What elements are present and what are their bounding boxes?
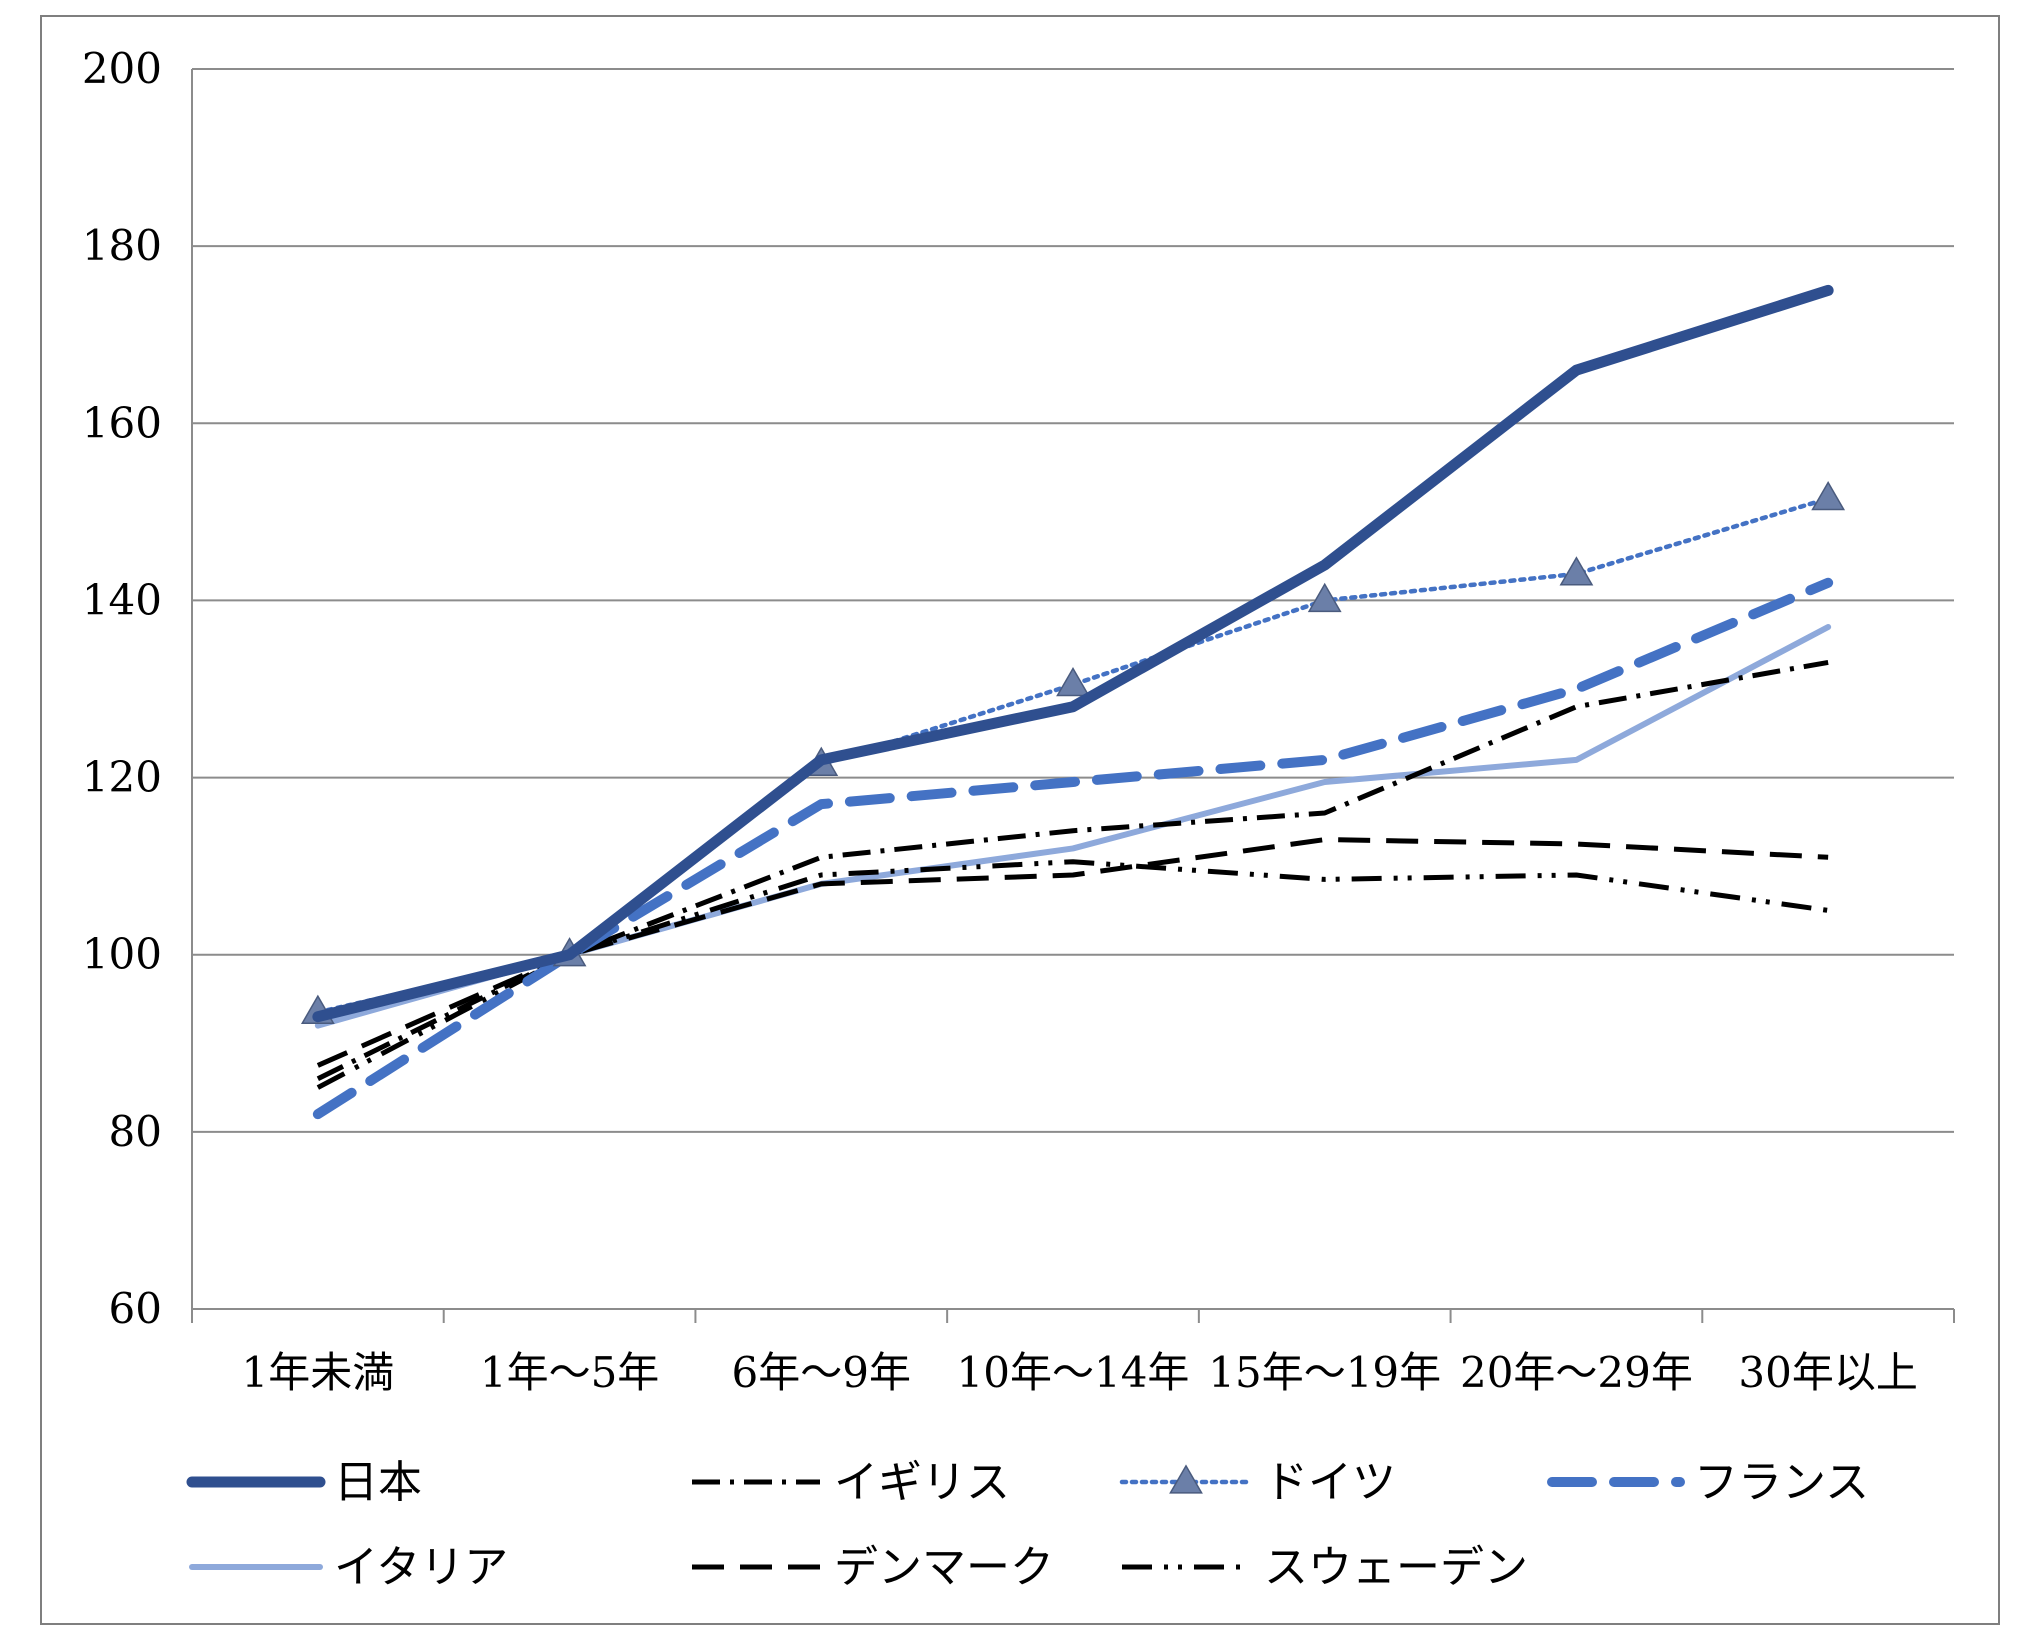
- series-line-フランス: [312, 577, 1834, 1120]
- data-point-ドイツ: [1811, 480, 1846, 511]
- legend-label: ドイツ: [1264, 1457, 1396, 1508]
- y-axis-ticks: 60 80 100 120 140 160 180 200: [82, 44, 162, 1333]
- y-tick-label: 200: [82, 44, 162, 93]
- y-tick-label: 180: [82, 221, 162, 270]
- legend-item-日本: 日本: [186, 1457, 422, 1508]
- x-tick-label: 15年～19年: [1208, 1348, 1441, 1397]
- axes: [191, 69, 1955, 1323]
- y-tick-label: 80: [109, 1107, 162, 1156]
- y-tick-label: 100: [82, 930, 162, 979]
- x-axis-ticks: 1年未満 1年～5年 6年～9年 10年～14年 15年～19年 20年～29年 30年以上: [241, 1348, 1917, 1397]
- y-tick-label: 60: [109, 1284, 162, 1333]
- legend-item-スウェーデン: スウェーデン: [1122, 1542, 1528, 1593]
- legend-item-イギリス: イギリス: [692, 1457, 1010, 1508]
- legend-label: イタリア: [334, 1542, 508, 1593]
- chart-frame: 60 80 100 120 140 160 180 200 1年未満 1年～5年 6年～9年 10年…: [40, 15, 2000, 1625]
- series-line-デンマーク: [316, 837, 1829, 1068]
- x-tick-label: 6年～9年: [732, 1348, 911, 1397]
- series-line-イギリス: [316, 659, 1829, 1081]
- x-tick-label: 1年～5年: [480, 1348, 659, 1397]
- y-tick-label: 160: [82, 398, 162, 447]
- legend-label: イギリス: [834, 1457, 1010, 1508]
- x-tick-label: 10年～14年: [957, 1348, 1190, 1397]
- legend-label: 日本: [334, 1457, 422, 1508]
- legend-item-デンマーク: デンマーク: [692, 1542, 1054, 1593]
- legend-label: スウェーデン: [1264, 1542, 1528, 1593]
- legend-label: フランス: [1694, 1457, 1869, 1508]
- y-tick-label: 140: [82, 575, 162, 624]
- series-line-スウェーデン: [316, 859, 1829, 1090]
- legend-label: デンマーク: [834, 1542, 1054, 1593]
- grid-lines: [192, 68, 1954, 1133]
- x-tick-label: 1年未満: [241, 1348, 394, 1397]
- legend-item-ドイツ: ドイツ: [1119, 1457, 1396, 1508]
- data-point-ドイツ: [1056, 666, 1090, 697]
- series-line-ドイツ: [315, 496, 1831, 1015]
- x-tick-label: 20年～29年: [1460, 1348, 1693, 1397]
- x-tick-label: 30年以上: [1738, 1348, 1917, 1397]
- legend-marker: [1169, 1464, 1203, 1494]
- data-point-ドイツ: [1307, 582, 1342, 613]
- legend-item-フランス: フランス: [1547, 1457, 1869, 1508]
- data-point-ドイツ: [1559, 556, 1594, 586]
- y-tick-label: 120: [82, 753, 162, 802]
- series-lines: [300, 284, 1846, 1120]
- line-chart: 60 80 100 120 140 160 180 200 1年未満 1年～5年 6年～9年 10年…: [82, 44, 1955, 1593]
- legend-item-イタリア: イタリア: [189, 1542, 508, 1593]
- series-line-日本: [312, 284, 1834, 1023]
